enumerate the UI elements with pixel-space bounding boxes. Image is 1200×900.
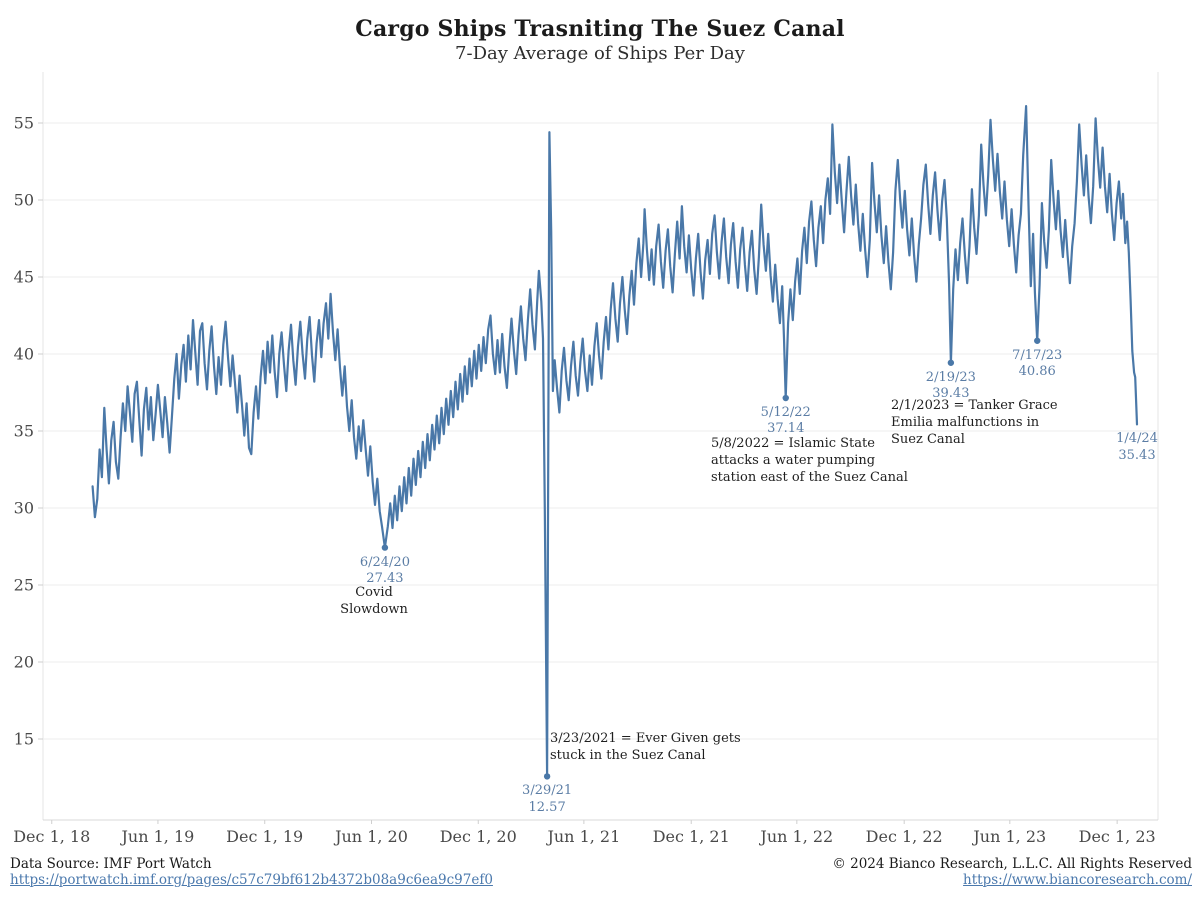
- line-plot: 15 20 25 30 35 40 45 50 55 Dec 1, 18 Jun 1, 19 Dec …: [13, 72, 1159, 846]
- copyright-text: © 2024 Bianco Research, L.L.C. All Right…: [832, 856, 1192, 872]
- y-tick-label: 55: [14, 114, 34, 133]
- x-tick-label: Dec 1, 21: [653, 827, 730, 846]
- annotation-dot: [782, 394, 789, 402]
- y-tick-label: 35: [14, 422, 34, 441]
- annotation-dot: [381, 544, 389, 551]
- company-link[interactable]: https://www.biancoresearch.com/: [963, 872, 1192, 888]
- x-tick-label: Dec 1, 18: [13, 827, 90, 846]
- x-tick-label: Jun 1, 21: [545, 827, 620, 846]
- chart-subtitle: 7-Day Average of Ships Per Day: [455, 43, 745, 64]
- data-source-link[interactable]: https://portwatch.imf.org/pages/c57c79bf…: [10, 872, 493, 888]
- x-tick-label: Jun 1, 23: [971, 827, 1046, 846]
- y-tick-label: 20: [14, 653, 34, 672]
- annotation-dot: [947, 359, 955, 366]
- y-tick-label: 25: [14, 576, 34, 595]
- x-tick-label: Jun 1, 22: [758, 827, 833, 846]
- x-tick-label: Dec 1, 22: [866, 827, 943, 846]
- annotation-dot: [543, 773, 551, 780]
- x-tick-label: Dec 1, 19: [226, 827, 303, 846]
- x-tick-label: Jun 1, 19: [120, 827, 195, 846]
- y-tick-label: 40: [14, 345, 34, 364]
- series-line: [91, 104, 1139, 778]
- y-tick-label: 50: [14, 191, 34, 210]
- chart-title: Cargo Ships Trasniting The Suez Canal: [355, 16, 845, 42]
- y-tick-label: 45: [14, 268, 34, 287]
- data-source-label: Data Source: IMF Port Watch: [10, 856, 212, 872]
- x-tick-label: Dec 1, 20: [440, 827, 517, 846]
- y-tick-label: 30: [14, 499, 34, 518]
- x-tick-label: Jun 1, 20: [333, 827, 408, 846]
- annotation-dot: [1034, 337, 1041, 344]
- x-tick-label: Dec 1, 23: [1079, 827, 1156, 846]
- y-tick-label: 15: [14, 730, 34, 749]
